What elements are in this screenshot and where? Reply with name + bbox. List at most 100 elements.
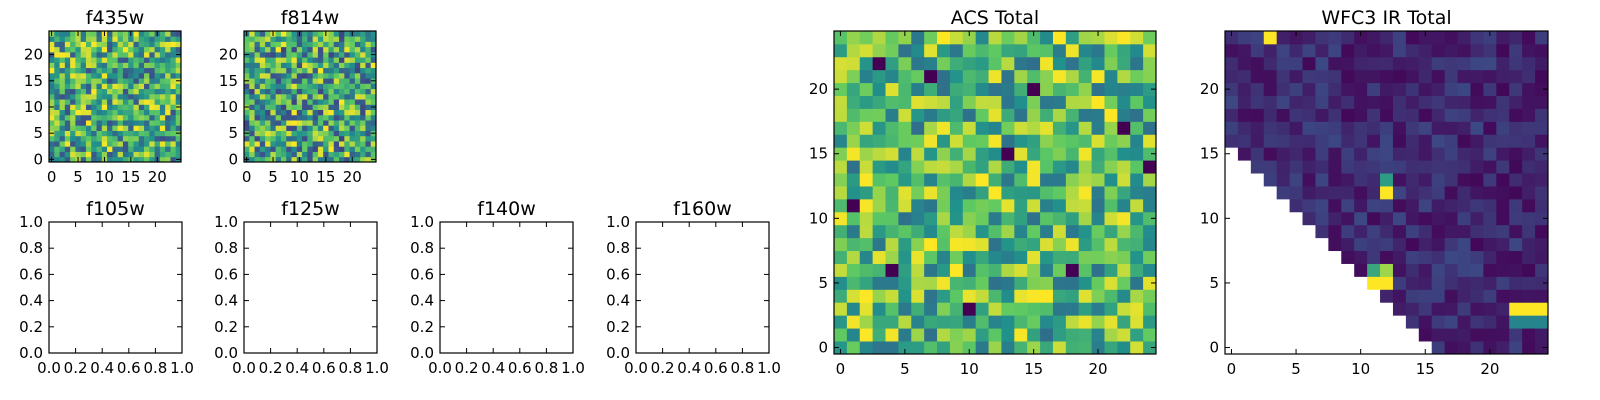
heatmap-cell (937, 31, 951, 45)
heatmap-cell (1130, 263, 1144, 277)
heatmap-cell (1315, 108, 1329, 122)
heatmap-cell (846, 69, 861, 84)
heatmap-cell (296, 104, 303, 110)
heatmap-cell (101, 114, 108, 121)
x-tick-label: 20 (343, 168, 362, 186)
heatmap-cell (872, 328, 886, 342)
heatmap-cell (165, 31, 171, 37)
heatmap-cell (1104, 160, 1118, 174)
x-tick-label: 0.4 (90, 359, 114, 377)
heatmap-cell (885, 121, 899, 135)
heatmap-cell (159, 67, 166, 74)
heatmap-cell (159, 46, 166, 53)
heatmap-cell (1143, 147, 1157, 161)
heatmap-cell (280, 31, 287, 37)
heatmap-cell (117, 109, 124, 116)
heatmap-cell (254, 125, 261, 131)
heatmap-cell (1130, 302, 1144, 316)
heatmap-cell (1117, 147, 1131, 161)
heatmap-cell (117, 62, 124, 69)
heatmap-cell (1405, 134, 1420, 148)
heatmap-cell (1431, 302, 1446, 316)
heatmap-cell (270, 125, 277, 131)
heatmap-cell (1065, 134, 1080, 148)
heatmap-cell (344, 36, 350, 42)
heatmap-cell (54, 83, 60, 90)
heatmap-cell (138, 99, 145, 105)
x-tick-label: 20 (1088, 360, 1107, 378)
heatmap-cell (112, 114, 119, 121)
heatmap-cell (144, 41, 150, 48)
heatmap-cell (354, 57, 361, 63)
heatmap-cell (1354, 108, 1368, 122)
heatmap-cell (328, 151, 335, 158)
heatmap-cell (170, 93, 177, 100)
heatmap-cell (75, 83, 82, 90)
heatmap-cell (154, 99, 161, 105)
heatmap-cell (949, 108, 964, 122)
heatmap-cell (1535, 198, 1549, 213)
heatmap-cell (1130, 211, 1144, 226)
heatmap-cell (107, 83, 113, 90)
heatmap-cell (365, 51, 372, 58)
y-tick-label: 10 (219, 98, 238, 116)
heatmap-cell (149, 135, 155, 142)
heatmap-cell (1130, 134, 1144, 148)
heatmap-cell (1289, 108, 1303, 122)
heatmap-cell (307, 120, 314, 126)
heatmap-cell (1535, 121, 1549, 135)
heatmap-cell (1104, 43, 1118, 58)
y-tick-label: 1.0 (19, 213, 43, 231)
heatmap-cell (1104, 56, 1118, 71)
heatmap-cell (344, 125, 350, 131)
heatmap-cell (1509, 289, 1523, 303)
heatmap-cell (244, 114, 250, 121)
heatmap-cell (1302, 56, 1316, 71)
heatmap-cell (85, 62, 92, 69)
heatmap-cell (1392, 43, 1407, 58)
heatmap-cell (1315, 186, 1329, 200)
heatmap-cell (296, 130, 303, 137)
heatmap-cell (275, 135, 282, 142)
heatmap-cell (291, 151, 298, 158)
heatmap-cell (75, 104, 82, 110)
heatmap-cell (286, 83, 292, 90)
heatmap-cell (1065, 69, 1080, 84)
heatmap-cell (323, 51, 329, 58)
heatmap-cell (1470, 315, 1484, 329)
heatmap-cell (122, 83, 129, 90)
heatmap-cell (1117, 69, 1131, 84)
heatmap-cell (302, 46, 308, 53)
heatmap-cell (1509, 69, 1523, 84)
heatmap-cell (1091, 160, 1105, 174)
heatmap-cell (1380, 237, 1394, 252)
heatmap-cell (75, 62, 82, 69)
heatmap-cell (159, 156, 166, 163)
heatmap-cell (244, 62, 250, 69)
heatmap-cell (360, 36, 366, 42)
heatmap-cell (1418, 134, 1433, 148)
heatmap-cell (159, 41, 166, 48)
heatmap-cell (1483, 211, 1497, 226)
heatmap-cell (1509, 134, 1523, 148)
heatmap-cell (291, 146, 298, 152)
heatmap-cell (270, 67, 277, 74)
heatmap-cell (175, 109, 182, 116)
heatmap-cell (834, 160, 848, 174)
heatmap-cell (911, 31, 925, 45)
heatmap-cell (280, 41, 287, 48)
heatmap-cell (280, 125, 287, 131)
heatmap-cell (54, 146, 60, 152)
heatmap-cell (333, 114, 340, 121)
heatmap-cell (1091, 302, 1105, 316)
heatmap-cell (370, 125, 377, 131)
heatmap-cell (75, 67, 82, 74)
heatmap-cell (1444, 315, 1458, 329)
heatmap-cell (244, 120, 250, 126)
heatmap-cell (1354, 250, 1368, 264)
x-tick-label: 0.2 (651, 359, 675, 377)
heatmap-cell (1483, 82, 1497, 96)
heatmap-cell (1354, 224, 1368, 239)
heatmap-cell (317, 141, 324, 147)
